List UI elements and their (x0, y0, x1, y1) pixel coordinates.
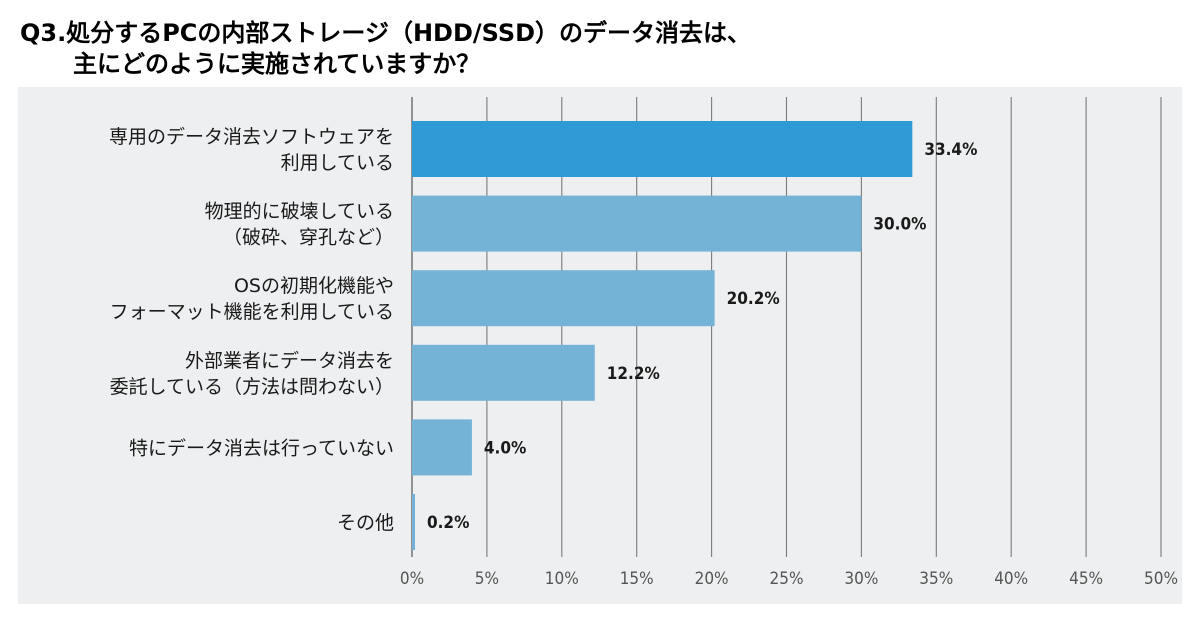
chart-title-line1: Q3.処分するPCの内部ストレージ（HDD/SSD）のデータ消去は、 (20, 19, 752, 47)
category-label: 特にデータ消去は行っていない (129, 437, 394, 459)
value-label: 4.0% (484, 438, 526, 458)
bar-chart: 0% 5% 10% 15% 20% 25% 30% 35% 40% 45% 50% 33.4% 専用のデ… (109, 97, 1178, 589)
x-tick-label: 40% (994, 569, 1028, 589)
bar (412, 419, 472, 476)
category-label: フォーマット機能を利用している (110, 301, 394, 323)
value-label: 20.2% (727, 289, 780, 309)
value-label: 30.0% (873, 215, 926, 235)
x-tick-label: 15% (620, 569, 654, 589)
x-tick-label: 35% (919, 569, 953, 589)
category-label: OSの初期化機能や (234, 275, 394, 297)
category-label: 物理的に破壊している (205, 201, 394, 223)
x-tick-label: 30% (844, 569, 878, 589)
value-label: 12.2% (607, 364, 660, 384)
x-tick-label: 45% (1069, 569, 1103, 589)
bar (412, 121, 913, 177)
bar (412, 344, 595, 401)
value-label: 33.4% (924, 140, 977, 160)
category-label: 委託している（方法は問わない） (110, 376, 394, 398)
bar (412, 270, 715, 327)
x-tick-label: 25% (770, 569, 804, 589)
x-tick-label: 0% (400, 569, 424, 589)
chart-title-line2: 主にどのように実施されていますか？ (73, 50, 481, 78)
chart-title: Q3.処分するPCの内部ストレージ（HDD/SSD）のデータ消去は、 主にどのよ… (20, 18, 751, 80)
bar (412, 494, 415, 550)
value-label: 0.2% (427, 513, 469, 533)
category-label: その他 (337, 512, 394, 534)
chart-panel: 0% 5% 10% 15% 20% 25% 30% 35% 40% 45% 50% 33.4% 専用のデ… (18, 87, 1182, 604)
x-tick-label: 20% (695, 569, 729, 589)
category-label: 専用のデータ消去ソフトウェアを (109, 126, 394, 148)
bar (412, 195, 862, 252)
category-label: 利用している (281, 152, 394, 174)
x-tick-label: 10% (545, 569, 579, 589)
x-tick-label: 5% (475, 569, 499, 589)
x-tick-label: 50% (1144, 569, 1178, 589)
category-label: （破砕、穿孔など） (223, 227, 394, 249)
category-label: 外部業者にデータ消去を (185, 350, 394, 372)
